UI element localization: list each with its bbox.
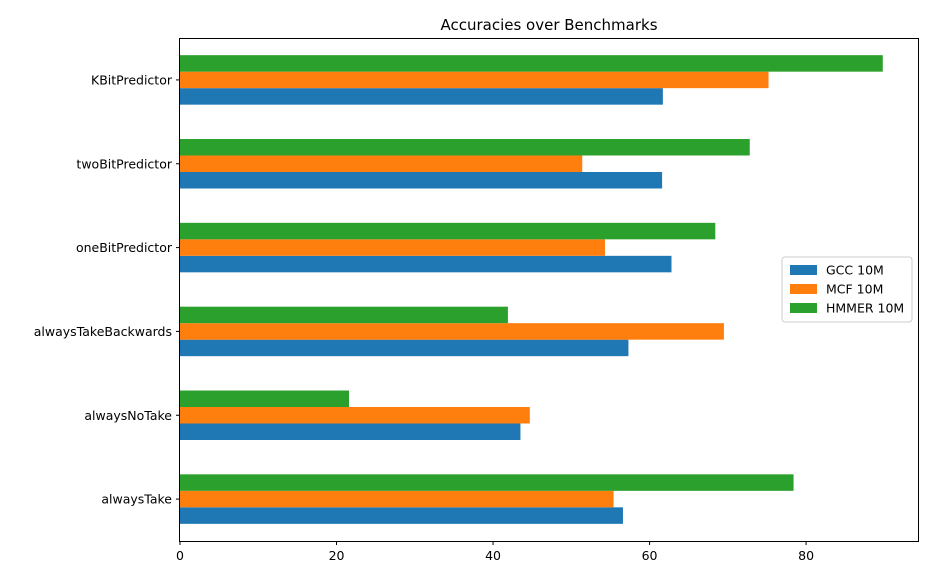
x-axis: 0 20 40 60 80 <box>176 541 814 563</box>
y-tick-label: alwaysTake <box>101 492 172 507</box>
legend-swatch <box>790 303 817 313</box>
x-tick-label: 60 <box>642 548 658 563</box>
legend-swatch <box>790 284 817 294</box>
y-tick-label: KBitPredictor <box>91 72 173 87</box>
bar-alwaysTake-hmmer-10m <box>180 474 794 491</box>
x-tick-label: 40 <box>485 548 501 563</box>
bar-oneBitPredictor-gcc-10m <box>180 255 672 273</box>
bar-KBitPredictor-hmmer-10m <box>180 55 883 72</box>
x-tick-label: 0 <box>176 548 184 563</box>
y-tick-label: oneBitPredictor <box>76 240 173 255</box>
legend-label: GCC 10M <box>826 263 884 278</box>
plot-frame <box>179 38 919 542</box>
bar-alwaysTakeBackwards-gcc-10m <box>180 339 629 357</box>
bar-twoBitPredictor-mcf-10m <box>180 155 583 172</box>
bar-twoBitPredictor-hmmer-10m <box>180 139 750 156</box>
bar-alwaysTakeBackwards-hmmer-10m <box>180 306 508 324</box>
x-tick-label: 20 <box>329 548 345 563</box>
y-tick-label: alwaysNoTake <box>84 408 172 423</box>
bar-alwaysNoTake-mcf-10m <box>180 407 530 424</box>
bar-oneBitPredictor-hmmer-10m <box>180 222 716 240</box>
legend-label: HMMER 10M <box>826 301 904 316</box>
bar-KBitPredictor-mcf-10m <box>180 71 769 89</box>
chart-title: Accuracies over Benchmarks <box>440 16 657 34</box>
bar-alwaysTake-mcf-10m <box>180 490 614 508</box>
legend: GCC 10M MCF 10M HMMER 10M <box>781 256 913 323</box>
y-tick-label: twoBitPredictor <box>76 156 172 171</box>
bar-alwaysTake-gcc-10m <box>180 507 623 524</box>
bar-alwaysTakeBackwards-mcf-10m <box>180 323 724 340</box>
bars-group <box>180 55 883 524</box>
y-axis: alwaysTake alwaysNoTake alwaysTakeBackward… <box>34 72 180 507</box>
bar-KBitPredictor-gcc-10m <box>180 88 663 105</box>
bar-oneBitPredictor-mcf-10m <box>180 239 605 256</box>
bar-alwaysNoTake-hmmer-10m <box>180 390 350 407</box>
legend-label: MCF 10M <box>826 282 883 297</box>
x-tick-label: 80 <box>798 548 814 563</box>
y-tick-label: alwaysTakeBackwards <box>34 324 172 339</box>
legend-swatch <box>790 265 817 275</box>
bar-alwaysNoTake-gcc-10m <box>180 423 521 440</box>
bar-twoBitPredictor-gcc-10m <box>180 172 663 189</box>
